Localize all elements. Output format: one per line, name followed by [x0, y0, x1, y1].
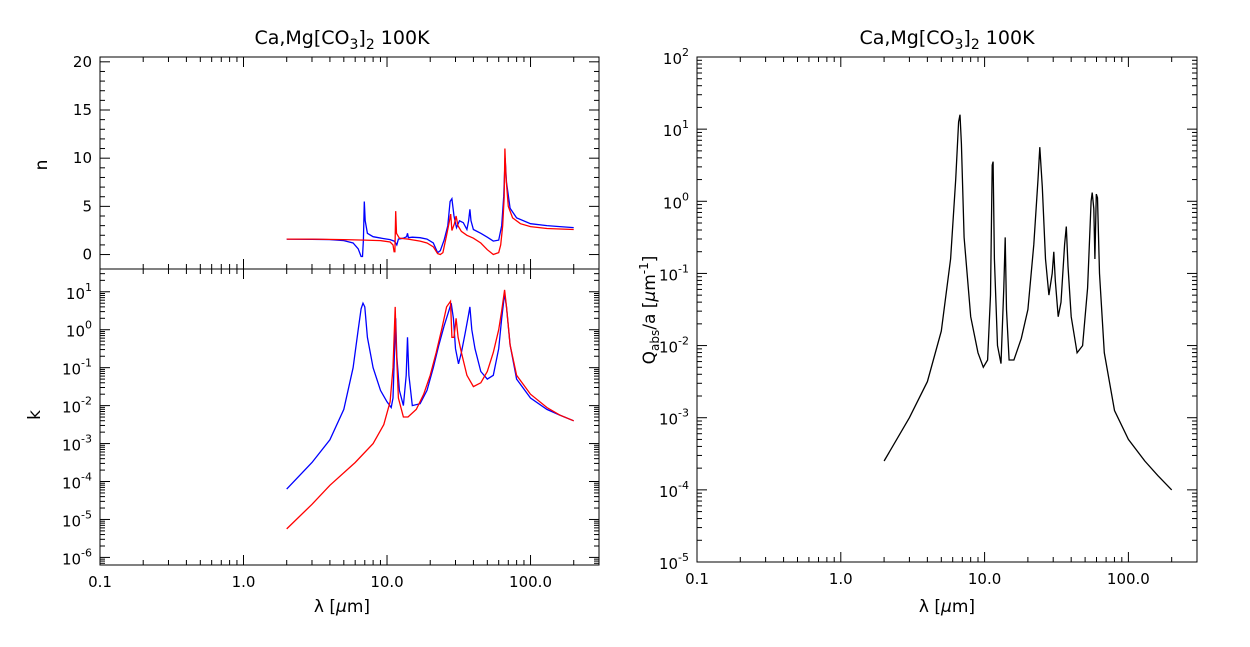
- left-bottom-panel: k λ [μm] 0.1 1.0 10.0 100.0 101 100 10-1 10-2 10…: [25, 268, 600, 617]
- y-tick-label: 10-1: [62, 357, 92, 379]
- y-tick-label: 10-1: [659, 262, 689, 284]
- y-tick-label: 10-4: [62, 471, 92, 493]
- right-y-axis-label: Qabs/a [μm-1]: [637, 256, 662, 365]
- right-panel: Ca,Mg[CO3]2 100K Qabs/a [μm-1] λ [μm] 0.…: [637, 27, 1198, 617]
- x-tick-label: 1.0: [232, 573, 256, 591]
- y-tick-label: 10-2: [659, 335, 689, 357]
- left-top-ticks: 0 5 10 15 20: [73, 53, 600, 269]
- y-tick-label: 10-5: [659, 551, 689, 573]
- y-tick-label: 101: [663, 118, 689, 140]
- left-x-axis-label: λ [μm]: [314, 597, 370, 617]
- y-tick-label: 0: [82, 246, 92, 264]
- x-tick-label: 1.0: [829, 570, 853, 588]
- left-bottom-plot-frame: [99, 268, 600, 566]
- x-tick-label: 0.1: [88, 573, 112, 591]
- y-tick-label: 5: [82, 197, 92, 215]
- x-tick-label: 10.0: [968, 570, 1001, 588]
- right-ticks: 0.1 1.0 10.0 100.0 102 101 100 10-1 10-2 10-3 10-4…: [659, 46, 1198, 588]
- left-chart-title: Ca,Mg[CO3]2 100K: [254, 27, 430, 53]
- y-tick-label: 10-5: [62, 508, 92, 530]
- left-top-plot-frame: [99, 56, 600, 270]
- y-tick-label: 100: [663, 190, 689, 212]
- right-x-axis-label: λ [μm]: [919, 597, 975, 617]
- y-tick-label: 10-3: [659, 407, 689, 429]
- n-series-blue: [286, 158, 574, 258]
- y-tick-label: 20: [73, 53, 92, 71]
- qabs-series-black: [883, 114, 1173, 491]
- left-bottom-y-axis-label: k: [25, 410, 45, 420]
- y-tick-label: 100: [66, 319, 92, 341]
- left-top-series: [286, 148, 574, 258]
- y-tick-label: 10-4: [659, 479, 689, 501]
- left-bottom-series: [286, 289, 574, 530]
- k-series-blue: [286, 293, 574, 490]
- left-top-y-axis-label: n: [32, 160, 52, 171]
- y-tick-label: 10-2: [62, 395, 92, 417]
- n-series-red: [286, 148, 574, 256]
- y-tick-label: 15: [73, 101, 92, 119]
- right-chart-title: Ca,Mg[CO3]2 100K: [859, 27, 1035, 53]
- right-series: [883, 114, 1173, 491]
- y-tick-label: 10-6: [62, 546, 92, 568]
- x-tick-label: 100.0: [509, 573, 552, 591]
- y-tick-label: 10-3: [62, 433, 92, 455]
- right-plot-frame: [696, 56, 1198, 563]
- k-series-red: [286, 289, 574, 530]
- y-tick-label: 101: [66, 281, 92, 303]
- x-tick-label: 100.0: [1107, 570, 1150, 588]
- left-bottom-ticks: 0.1 1.0 10.0 100.0 101 100 10-1 10-2 10-3 10-4 10-…: [62, 269, 600, 591]
- left-top-panel: Ca,Mg[CO3]2 100K n 0 5 10 15 20: [32, 27, 600, 270]
- y-tick-label: 102: [663, 46, 689, 68]
- y-tick-label: 10: [73, 149, 92, 167]
- x-tick-label: 10.0: [370, 573, 403, 591]
- x-tick-label: 0.1: [685, 570, 709, 588]
